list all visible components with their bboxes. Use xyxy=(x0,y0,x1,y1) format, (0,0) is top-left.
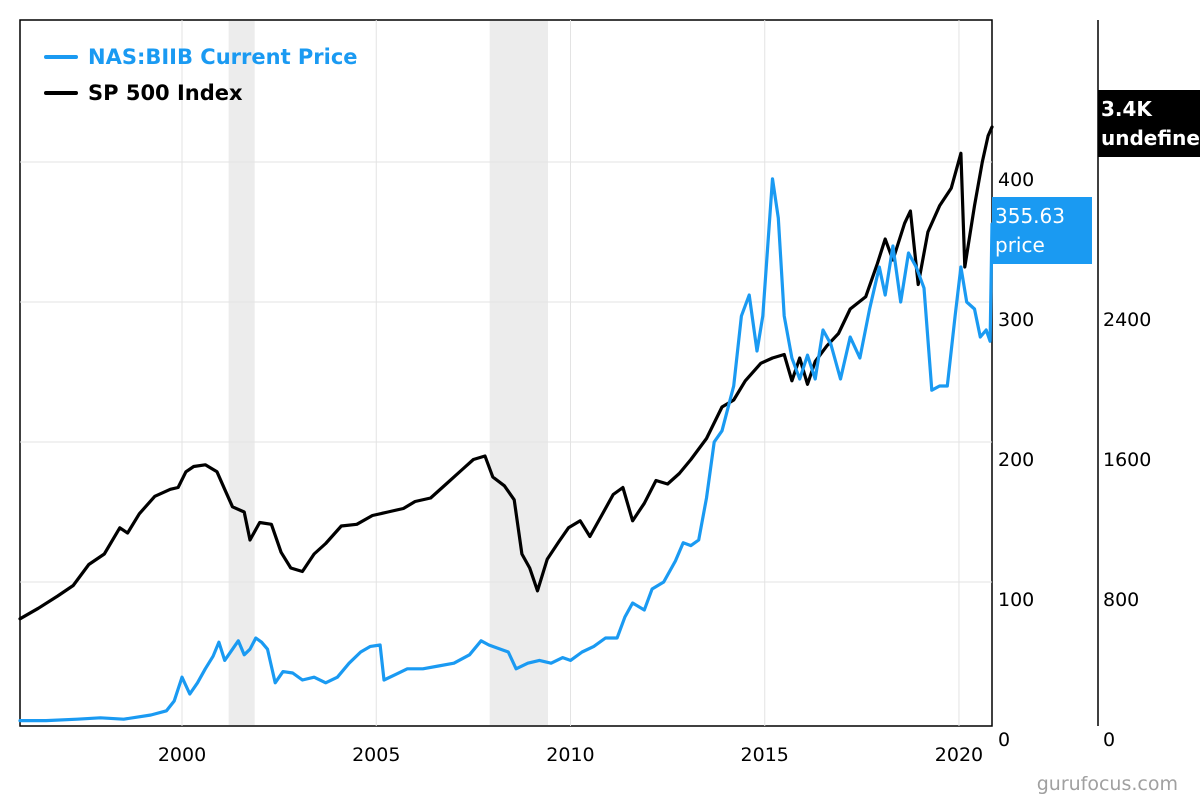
recession-band xyxy=(489,21,548,725)
biib-end-value-tag: 355.63 price xyxy=(992,197,1092,264)
y-left-tick-label: 400 xyxy=(998,169,1034,191)
y-right-tick-label: 2400 xyxy=(1103,309,1151,331)
legend-label: NAS:BIIB Current Price xyxy=(88,45,358,69)
y-right-tick-label: 800 xyxy=(1103,589,1139,611)
x-tick-label: 2000 xyxy=(158,744,206,766)
series-line-sp500 xyxy=(18,125,994,621)
value-tag-value: 3.4K xyxy=(1101,97,1153,121)
x-tick-label: 2015 xyxy=(741,744,789,766)
value-tag-box xyxy=(1098,90,1200,157)
legend-label: SP 500 Index xyxy=(88,81,243,105)
y-left-tick-label: 300 xyxy=(998,309,1034,331)
watermark: gurufocus.com xyxy=(1037,773,1178,795)
x-tick-label: 2005 xyxy=(352,744,400,766)
recession-band xyxy=(228,21,255,725)
value-tag-caption: undefined xyxy=(1101,126,1200,150)
y-right-tick-label: 1600 xyxy=(1103,449,1151,471)
sp500-end-value-tag: 3.4K undefined xyxy=(1098,90,1200,157)
value-tag-caption: price xyxy=(995,233,1045,257)
series-line-biib xyxy=(18,177,994,723)
x-tick-label: 2020 xyxy=(935,744,983,766)
legend: NAS:BIIB Current Price SP 500 Index xyxy=(44,45,358,105)
y-left-tick-label: 100 xyxy=(998,589,1034,611)
x-tick-label: 2010 xyxy=(546,744,594,766)
y-right-tick-label: 0 xyxy=(1103,729,1115,751)
y-left-tick-label: 0 xyxy=(998,729,1010,751)
y-left-tick-label: 200 xyxy=(998,449,1034,471)
value-tag-value: 355.63 xyxy=(995,204,1065,228)
value-tag-box xyxy=(992,197,1092,264)
